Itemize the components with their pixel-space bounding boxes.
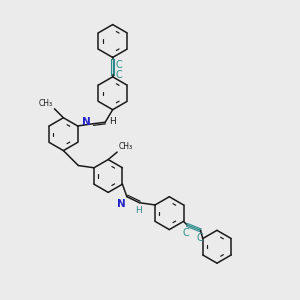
Text: CH₃: CH₃ (39, 99, 53, 108)
Text: C: C (196, 233, 203, 243)
Text: C: C (115, 60, 122, 70)
Text: C: C (183, 228, 190, 238)
Text: C: C (115, 70, 122, 80)
Text: N: N (117, 199, 126, 209)
Text: H: H (135, 206, 142, 215)
Text: N: N (82, 117, 91, 127)
Text: CH₃: CH₃ (118, 142, 133, 152)
Text: H: H (109, 117, 116, 126)
